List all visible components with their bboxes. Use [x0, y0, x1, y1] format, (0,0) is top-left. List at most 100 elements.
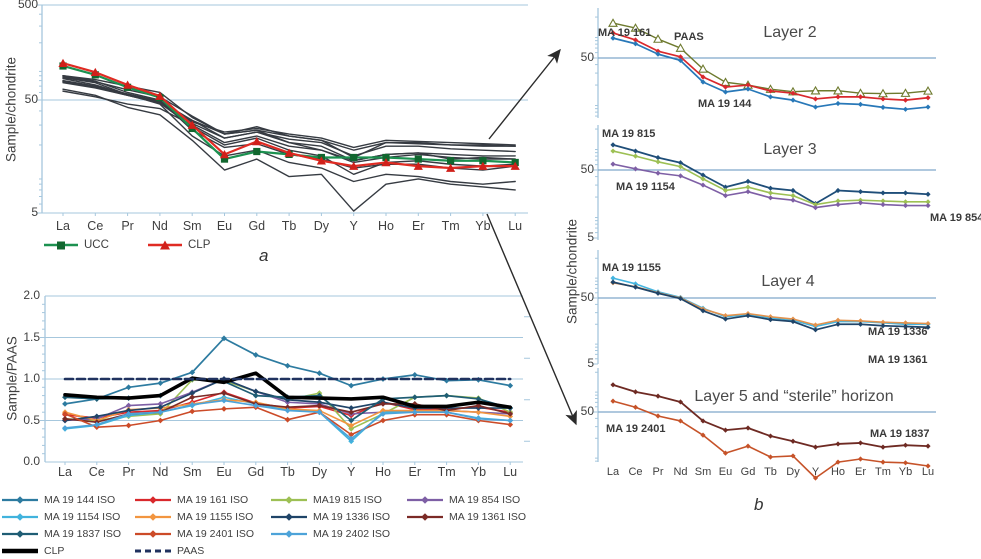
legend-swatch-icon: [2, 548, 38, 553]
legend-label-ucc: UCC: [84, 239, 109, 251]
legend-label: MA 19 1361 ISO: [449, 510, 527, 523]
legend-item-ma-19-1837-iso: MA 19 1837 ISO: [2, 525, 135, 542]
x-category-label: Sm: [182, 465, 202, 479]
x-category-label: Pr: [121, 219, 134, 233]
legend-label-clp: CLP: [188, 239, 211, 251]
y-tick-label: 50: [580, 290, 594, 304]
x-category-label: Pr: [122, 465, 135, 479]
arrow-to-layer2-icon: [488, 48, 561, 140]
x-category-label: Eu: [216, 219, 233, 233]
legend-item-ma-19-2401-iso: MA 19 2401 ISO: [135, 525, 271, 542]
series-label: MA 19 1154: [616, 181, 675, 193]
y-tick-label: 5: [587, 356, 594, 370]
legend-label: MA 19 2402 ISO: [313, 527, 391, 540]
x-category-label: Dy: [786, 466, 800, 478]
legend-item-ma-19-1154-iso: MA 19 1154 ISO: [2, 508, 135, 525]
x-category-label: Eu: [216, 465, 232, 479]
series-label: MA 19 854: [930, 212, 981, 224]
legend-swatch-icon: [135, 512, 171, 521]
legend-swatch-icon: [271, 495, 307, 504]
legend-swatch-icon: [135, 495, 171, 504]
caption-a: a: [259, 246, 269, 265]
main-legend: MA 19 144 ISO MA 19 161 ISO MA19 815 ISO MA…: [2, 491, 547, 559]
series-label: PAAS: [674, 31, 704, 43]
legend-item-clp: CLP: [2, 542, 135, 559]
y-tick-label: 50: [24, 92, 38, 106]
legend-swatch-icon: [135, 549, 171, 552]
x-category-label: Er: [408, 465, 422, 479]
x-category-label: Tb: [764, 466, 777, 478]
x-category-label: Ho: [830, 466, 846, 478]
panel-title-layer-4: Layer 4: [761, 273, 815, 290]
x-category-label: Dy: [311, 465, 328, 479]
x-category-label: Lu: [508, 219, 523, 233]
y-tick-label: 500: [17, 0, 38, 11]
legend-swatch-icon: [2, 495, 38, 504]
series-label: MA 19 1361: [868, 354, 928, 366]
arrow-to-layer5-icon: [486, 213, 577, 426]
x-category-label: Yb: [898, 466, 913, 478]
x-category-label: Tm: [437, 465, 456, 479]
y-tick-label: 1.0: [23, 371, 40, 385]
legend-item-ma-19-1336-iso: MA 19 1336 ISO: [271, 508, 407, 525]
panel-title-layer-2: Layer 2: [763, 24, 817, 41]
x-category-label: Ho: [375, 465, 391, 479]
legend-swatch-icon: [407, 512, 443, 521]
x-category-label: Yb: [470, 465, 487, 479]
legend-swatch-icon: [407, 495, 443, 504]
series-label: MA 19 1155: [602, 262, 661, 274]
x-category-label: Gd: [740, 466, 756, 478]
series-label: MA 19 161: [598, 27, 652, 39]
x-category-label: La: [58, 465, 72, 479]
legend-item-ucc: UCC: [44, 239, 109, 251]
legend-item-ma-19-2402-iso: MA 19 2402 ISO: [271, 525, 407, 542]
legend-swatch-icon: [135, 529, 171, 538]
legend-label: MA19 815 ISO: [313, 493, 382, 506]
series-label: MA 19 1336: [868, 326, 928, 338]
legend-swatch-icon: [2, 512, 38, 521]
chart-b-y-axis-title: Sample/chondrite: [564, 218, 580, 325]
chart-a-y-axis-title: Sample/chondrite: [3, 56, 19, 163]
x-category-label: Lu: [503, 465, 518, 479]
legend-item-ma-19-1155-iso: MA 19 1155 ISO: [135, 508, 271, 525]
legend-item-ma-19-854-iso: MA 19 854 ISO: [407, 491, 541, 508]
legend-item-ma-19-1361-iso: MA 19 1361 ISO: [407, 508, 541, 525]
legend-item-paas: PAAS: [135, 542, 271, 559]
x-category-label: Y: [349, 219, 358, 233]
series-label: MA 19 1837: [870, 428, 930, 440]
legend-swatch-icon: [2, 529, 38, 538]
y-tick-label: 5: [587, 230, 594, 244]
x-category-label: Tm: [441, 219, 460, 233]
x-category-label: Tb: [281, 219, 297, 233]
x-category-label: La: [56, 219, 70, 233]
series-label: MA 19 2401: [606, 423, 666, 435]
x-category-label: Dy: [313, 219, 330, 233]
y-tick-label: 2.0: [23, 288, 40, 302]
y-tick-label: 0.5: [23, 412, 40, 427]
series-label: MA 19 815: [602, 128, 656, 140]
legend-item-ma-19-144-iso: MA 19 144 ISO: [2, 491, 135, 508]
series-label: MA 19 144: [698, 98, 752, 110]
y-tick-label: 5: [31, 205, 38, 219]
y-tick-label: 50: [580, 404, 594, 418]
panel-title-layer-3: Layer 3: [763, 141, 817, 158]
x-category-label: Er: [412, 219, 425, 233]
ucc-swatch-icon: [44, 241, 78, 250]
legend-label: MA 19 854 ISO: [449, 493, 521, 506]
y-tick-label: 0.0: [23, 454, 40, 468]
x-category-label: Lu: [921, 466, 935, 478]
panel-title-layer-5: Layer 5 and “sterile” horizon: [694, 388, 894, 405]
legend-item-ma-19-161-iso: MA 19 161 ISO: [135, 491, 271, 508]
legend-label: MA 19 161 ISO: [177, 493, 249, 506]
legend-label: MA 19 1154 ISO: [44, 510, 121, 523]
legend-label: CLP: [44, 544, 65, 557]
y-tick-label: 1.5: [23, 329, 40, 344]
x-category-label: Ce: [88, 465, 105, 479]
legend-label: PAAS: [177, 544, 205, 557]
legend-label: MA 19 1155 ISO: [177, 510, 254, 523]
x-category-label: Y: [347, 465, 356, 479]
legend-label: MA 19 1336 ISO: [313, 510, 391, 523]
x-category-label: Nd: [151, 219, 168, 233]
x-category-label: La: [606, 466, 620, 478]
